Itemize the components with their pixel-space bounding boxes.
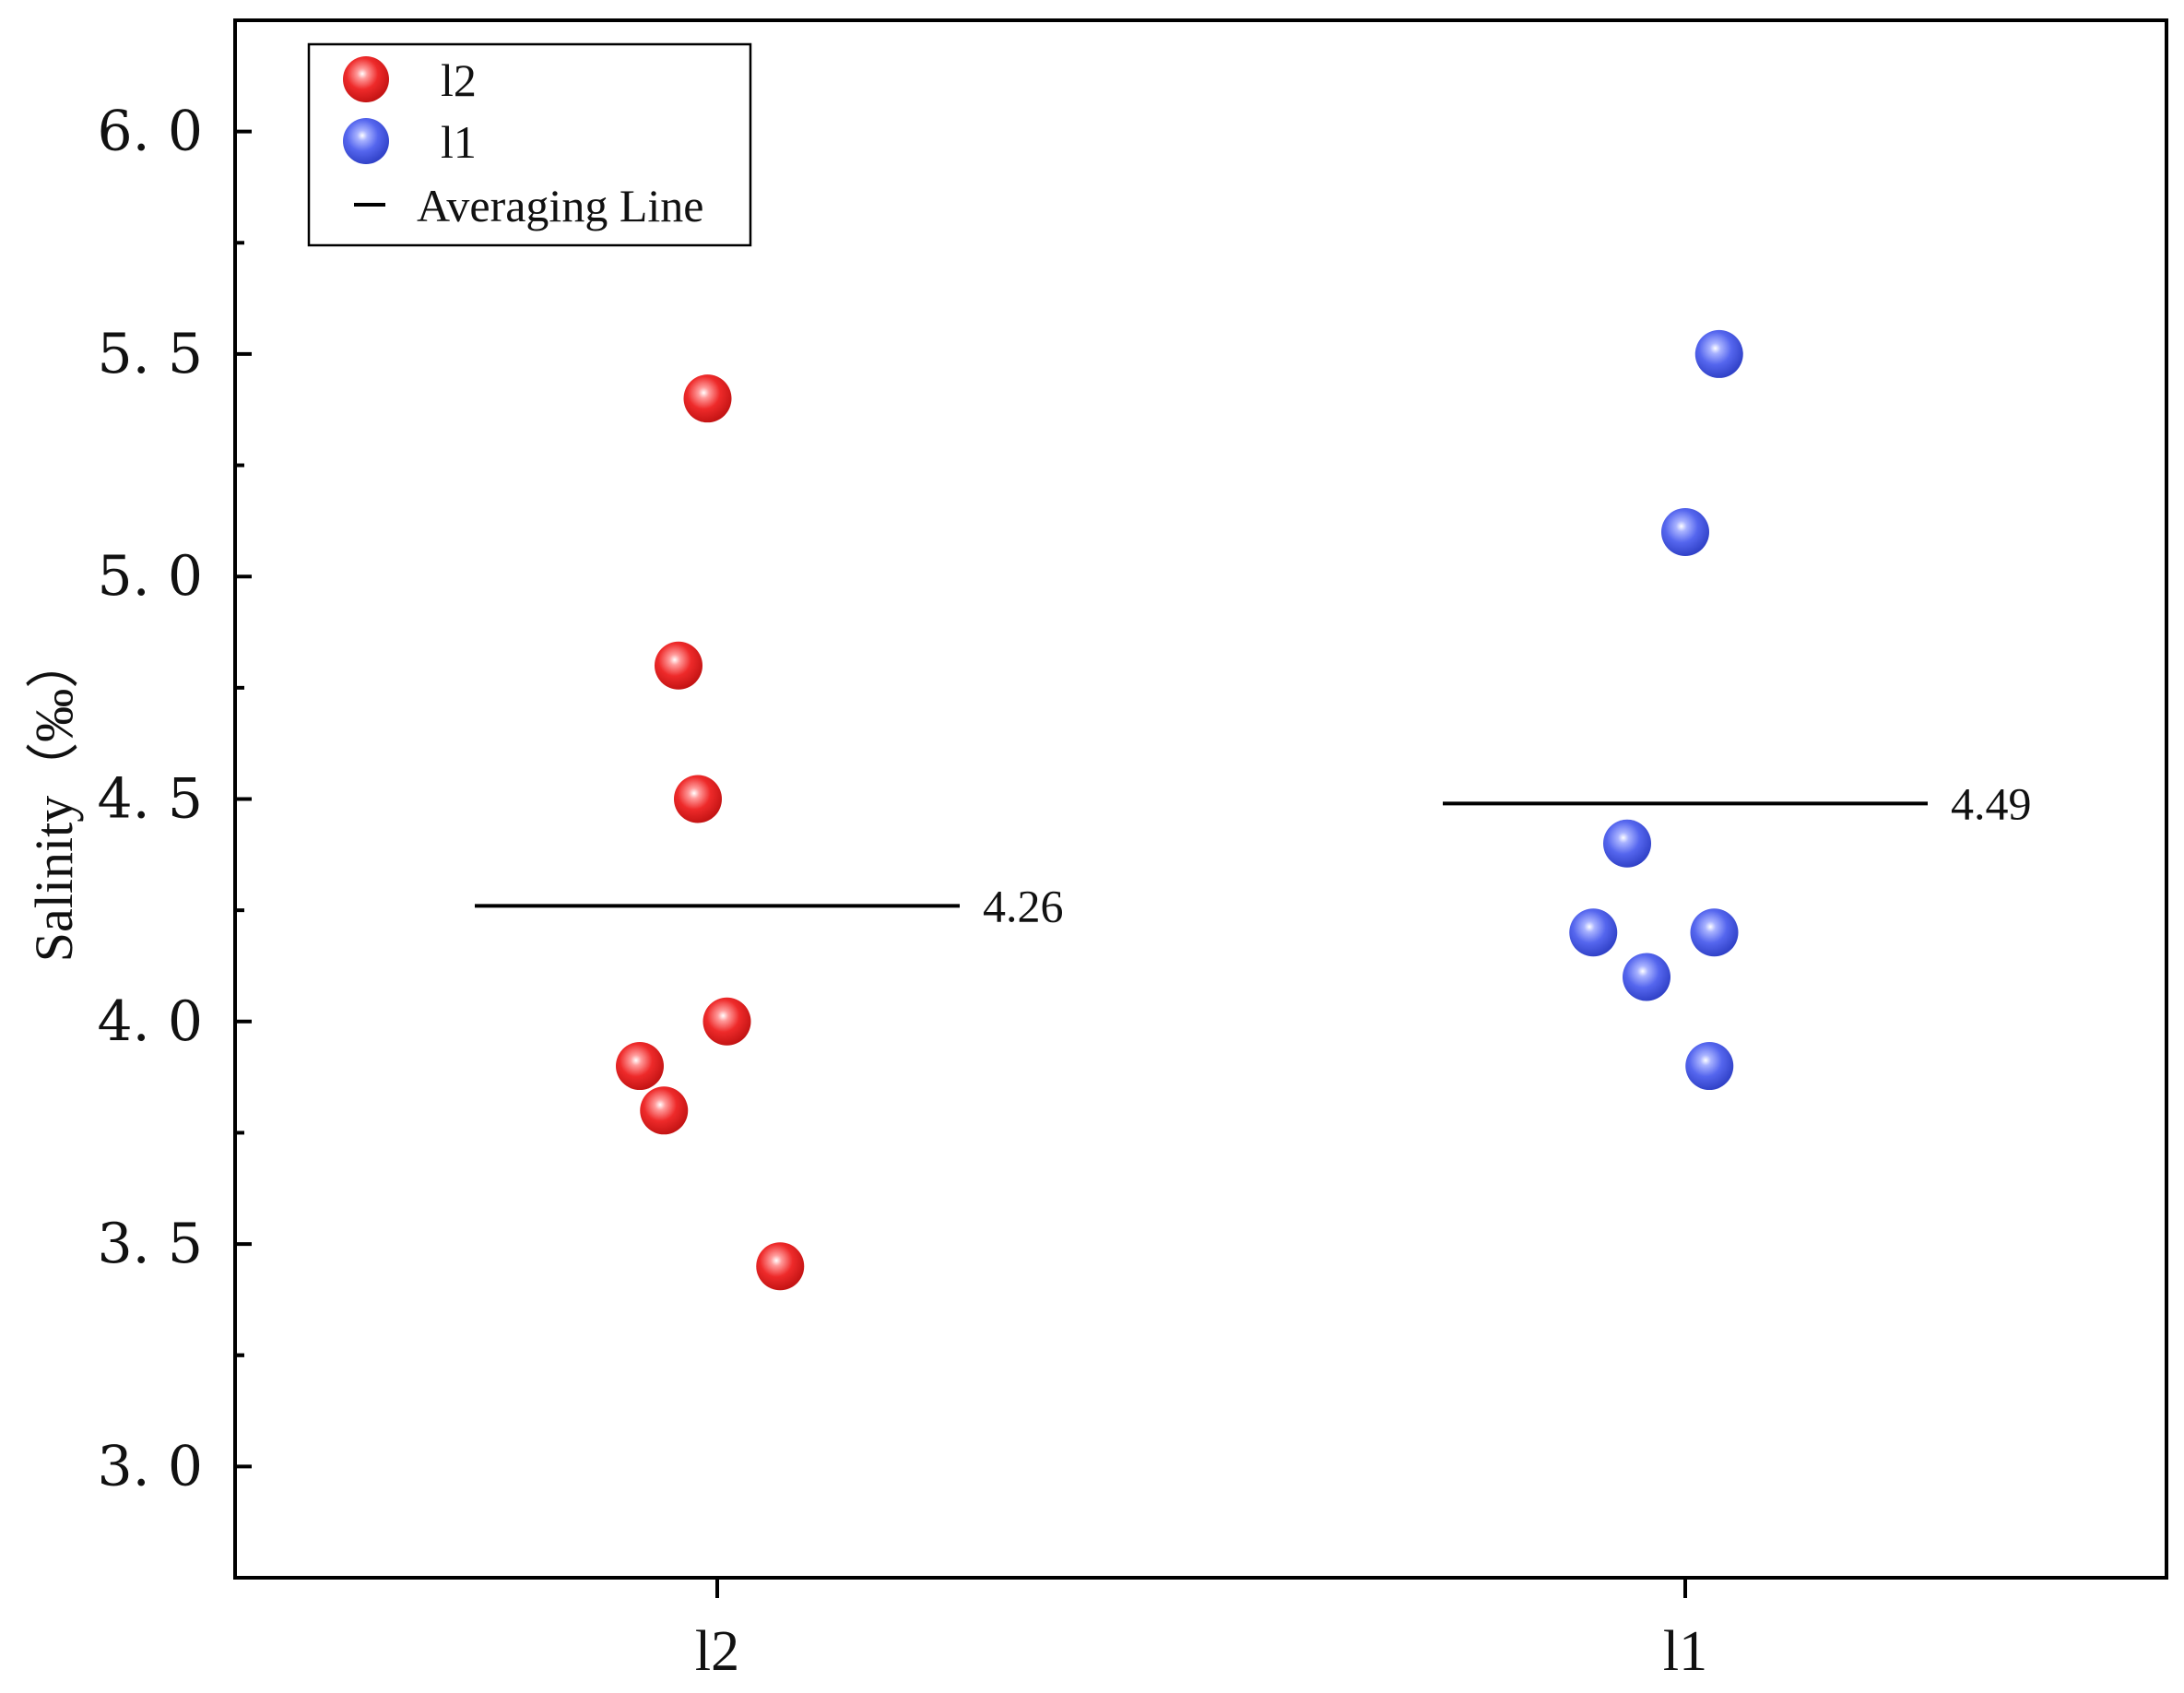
y-tick-label: 5. 0 <box>98 544 204 609</box>
point-l2-3 <box>702 997 751 1046</box>
average-label-l1: 4.49 <box>1951 777 2032 829</box>
legend-label-l1: l1 <box>441 116 477 168</box>
point-l2-1 <box>655 641 702 690</box>
point-l2-0 <box>683 374 732 423</box>
y-tick-label: 3. 0 <box>98 1434 204 1498</box>
point-l1-0 <box>1694 329 1743 378</box>
plot-frame <box>233 18 2168 1580</box>
point-l1-5 <box>1623 953 1670 1001</box>
legend-marker-l1 <box>343 118 389 164</box>
point-l1-1 <box>1661 507 1709 556</box>
legend: l2 l1 Averaging Line <box>307 42 752 247</box>
y-tick-label: 5. 5 <box>98 322 204 386</box>
data-points <box>616 329 1743 1291</box>
point-l2-5 <box>640 1086 689 1135</box>
y-axis: 3. 0 3. 5 4. 0 4. 5 5. 0 5. 5 6. 0 <box>98 100 252 1498</box>
point-l1-6 <box>1685 1042 1734 1091</box>
y-tick-label: 3. 5 <box>98 1212 204 1276</box>
point-l1-2 <box>1603 819 1651 868</box>
y-axis-title: Salinity（‰） <box>24 635 84 962</box>
legend-marker-l2 <box>343 56 389 102</box>
legend-label-l2: l2 <box>441 54 477 106</box>
averaging-lines: 4.26 4.49 <box>475 777 2032 931</box>
point-l2-6 <box>756 1242 805 1291</box>
point-l2-2 <box>674 775 722 823</box>
x-tick-label-l1: l1 <box>1663 1620 1707 1683</box>
legend-label-averaging-line: Averaging Line <box>417 180 703 231</box>
y-tick-label: 4. 0 <box>98 989 204 1054</box>
point-l2-4 <box>616 1042 664 1091</box>
y-tick-label: 6. 0 <box>98 100 204 164</box>
y-tick-label: 4. 5 <box>98 767 204 832</box>
x-tick-label-l2: l2 <box>695 1620 739 1683</box>
point-l1-3 <box>1569 908 1618 957</box>
x-axis: l2 l1 <box>695 1578 1707 1683</box>
point-l1-4 <box>1690 908 1739 957</box>
average-label-l2: 4.26 <box>983 880 1064 931</box>
